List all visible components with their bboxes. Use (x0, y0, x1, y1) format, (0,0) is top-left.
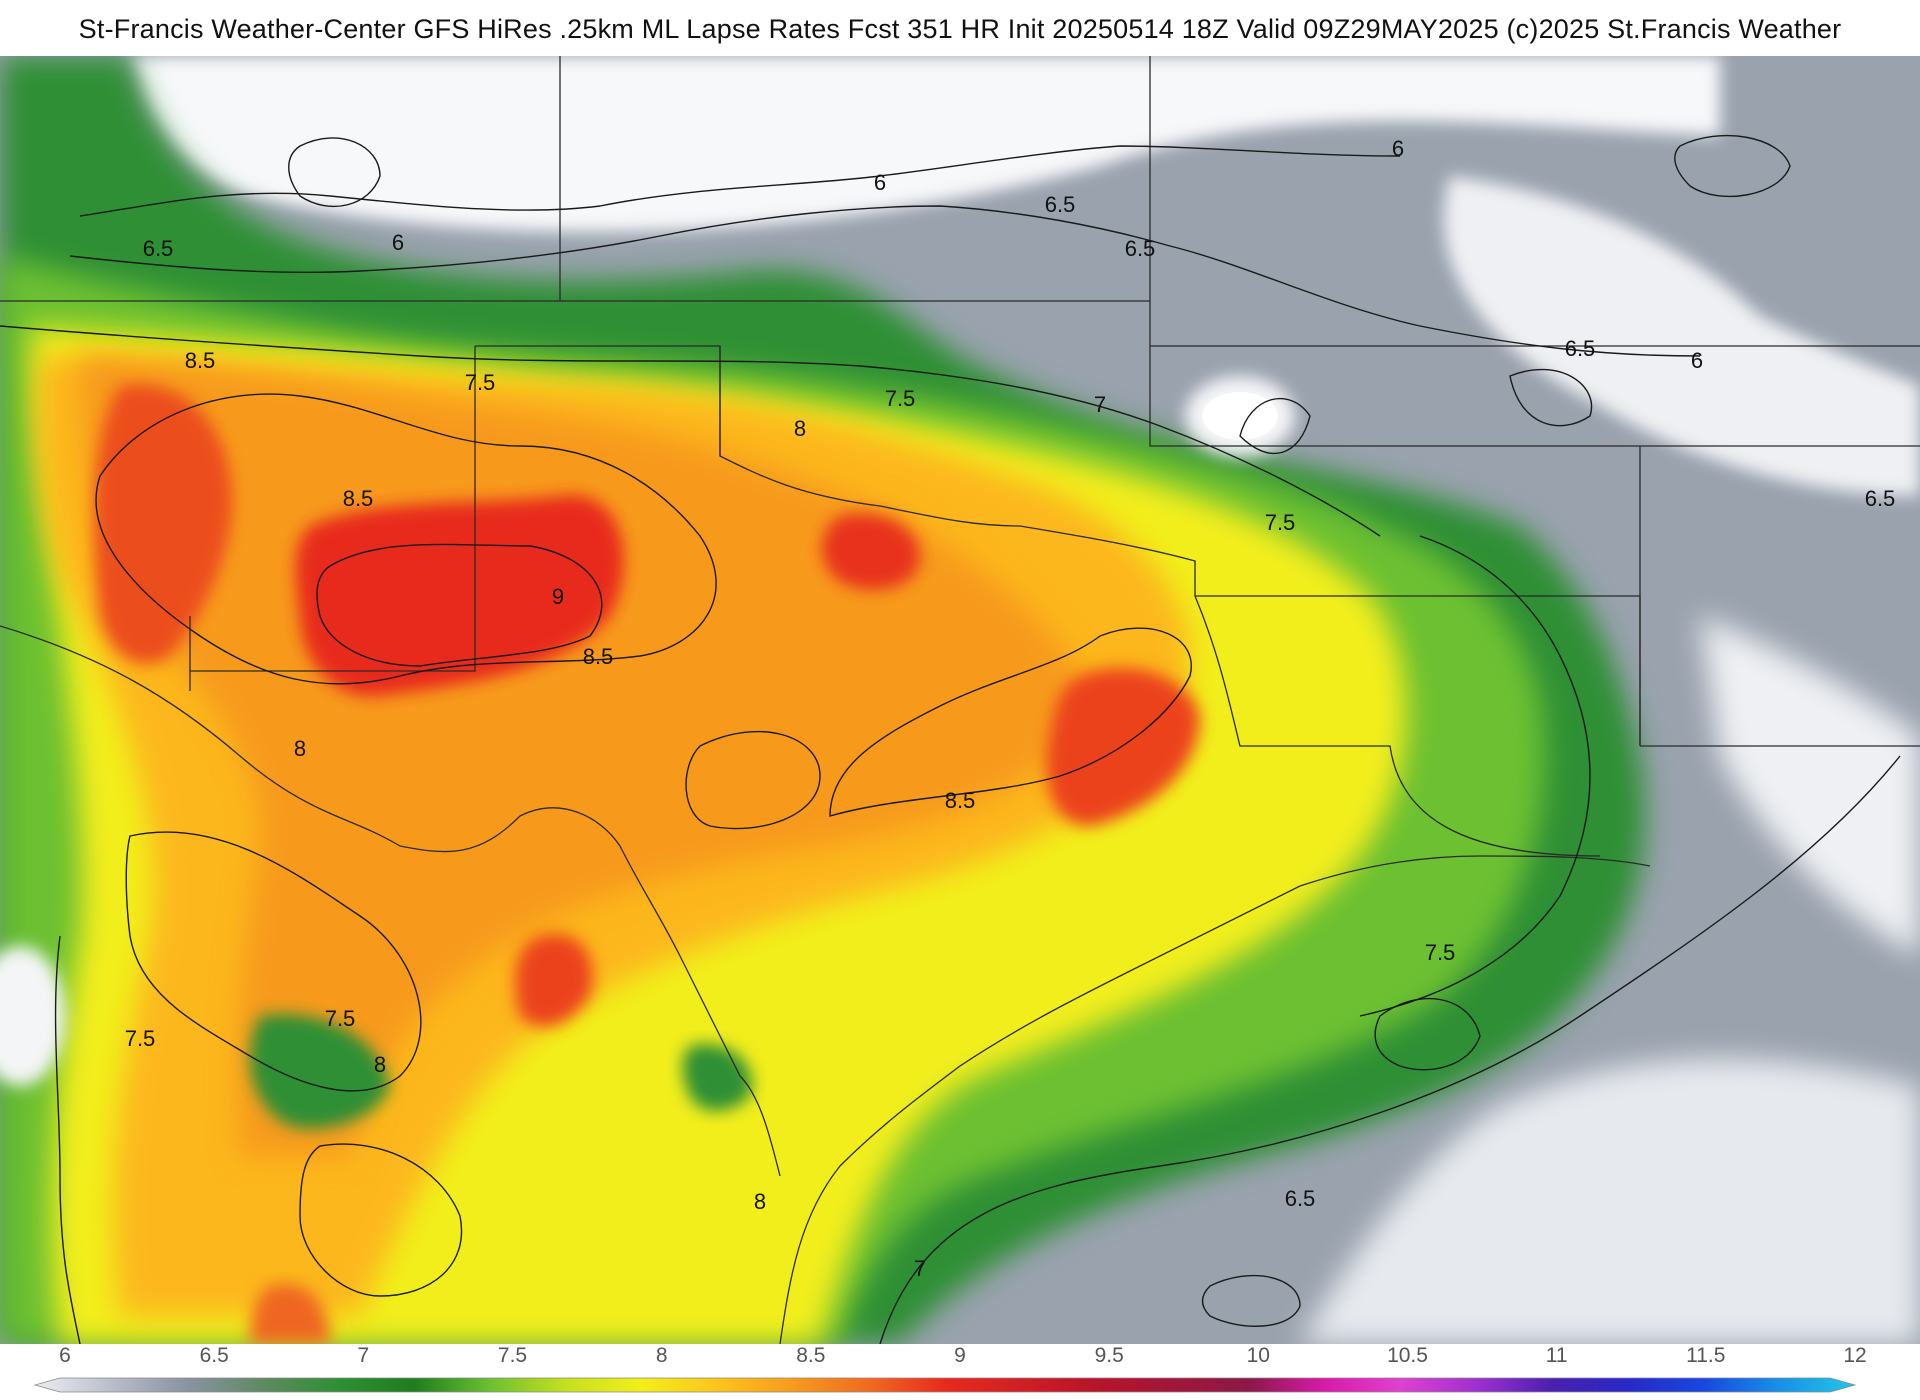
colorbar-tick-10: 11 (1546, 1344, 1568, 1367)
gulf-coast (779, 855, 1651, 1344)
contour-label-c26: 7 (914, 1256, 926, 1281)
shaded-field (0, 56, 1920, 1344)
colorbar-tick-9: 10.5 (1387, 1344, 1428, 1367)
contour-label-c7: 6.5 (1565, 336, 1596, 361)
contour-label-c6: 6 (1392, 136, 1404, 161)
contour-label-c5: 6.5 (1125, 236, 1156, 261)
contour-lines (0, 134, 1901, 1344)
colorbar-tick-3: 7.5 (498, 1344, 527, 1367)
contour-label-c15: 8.5 (343, 486, 374, 511)
contour-label-c13: 8 (794, 416, 806, 441)
colorbar-tick-6: 9 (954, 1344, 966, 1367)
colorbar-tick-0: 6 (59, 1344, 71, 1367)
contour-label-c22: 7.5 (325, 1006, 356, 1031)
contour-label-c1: 6.5 (143, 236, 174, 261)
state-border-texas-panhandle (719, 346, 1420, 597)
contour-label-c10: 8.5 (185, 348, 216, 373)
contour-label-c23: 7.5 (125, 1026, 156, 1051)
colorbar-tick-4: 8 (656, 1344, 668, 1367)
colorbar-tick-5: 8.5 (796, 1344, 825, 1367)
contour-label-c25: 8 (754, 1189, 766, 1214)
geographic-boundaries (0, 56, 1920, 1344)
lapse-rate-map: 6.5 6 6 6.5 6.5 6 6.5 6 6.5 8.5 7.5 7.5 8 7 8.5 9 8.5 7.5… (0, 56, 1920, 1344)
state-border-north (0, 56, 1920, 347)
contour-label-c19: 8 (294, 736, 306, 761)
contour-label-c3: 6 (874, 170, 886, 195)
colorbar-tick-12: 12 (1843, 1344, 1866, 1367)
contour-label-c8: 6 (1691, 348, 1703, 373)
color-scale-bar: 6 6.5 7 7.5 8 8.5 9 9.5 10 10.5 11 11.5 12 (33, 1344, 1867, 1393)
state-border-mexico (0, 625, 781, 1177)
contour-label-c9: 6.5 (1865, 486, 1896, 511)
colorbar-tick-1: 6.5 (200, 1344, 229, 1367)
contour-label-c18: 7.5 (1265, 510, 1296, 535)
contour-label-c12: 7.5 (885, 386, 916, 411)
contour-label-c17: 8.5 (583, 644, 614, 669)
contour-label-c14: 7 (1094, 392, 1106, 417)
colorbar-tick-11: 11.5 (1686, 1344, 1725, 1367)
colorbar-tick-7: 9.5 (1095, 1344, 1124, 1367)
contour-label-c21: 7.5 (1425, 940, 1456, 965)
contour-label-c2: 6 (392, 230, 404, 255)
colorbar-tick-labels: 6 6.5 7 7.5 8 8.5 9 9.5 10 10.5 11 11.5 12 (59, 1344, 1867, 1367)
colorbar-tick-8: 10 (1247, 1344, 1270, 1367)
contour-label-c24: 8 (374, 1052, 386, 1077)
colorbar-tick-2: 7 (357, 1344, 369, 1367)
contour-label-c4: 6.5 (1045, 192, 1076, 217)
contour-label-c20: 8.5 (945, 788, 976, 813)
map-title: St-Francis Weather-Center GFS HiRes .25k… (78, 14, 1842, 44)
contour-labels: 6.5 6 6 6.5 6.5 6 6.5 6 6.5 8.5 7.5 7.5 8 7 8.5 9 8.5 7.5… (125, 136, 1896, 1281)
colorbar-strip (33, 1377, 1857, 1393)
state-border-arkansas (1149, 346, 1920, 747)
contour-label-c11: 7.5 (465, 370, 496, 395)
contour-label-c27: 6.5 (1285, 1186, 1316, 1211)
contour-label-c16: 9 (552, 584, 564, 609)
